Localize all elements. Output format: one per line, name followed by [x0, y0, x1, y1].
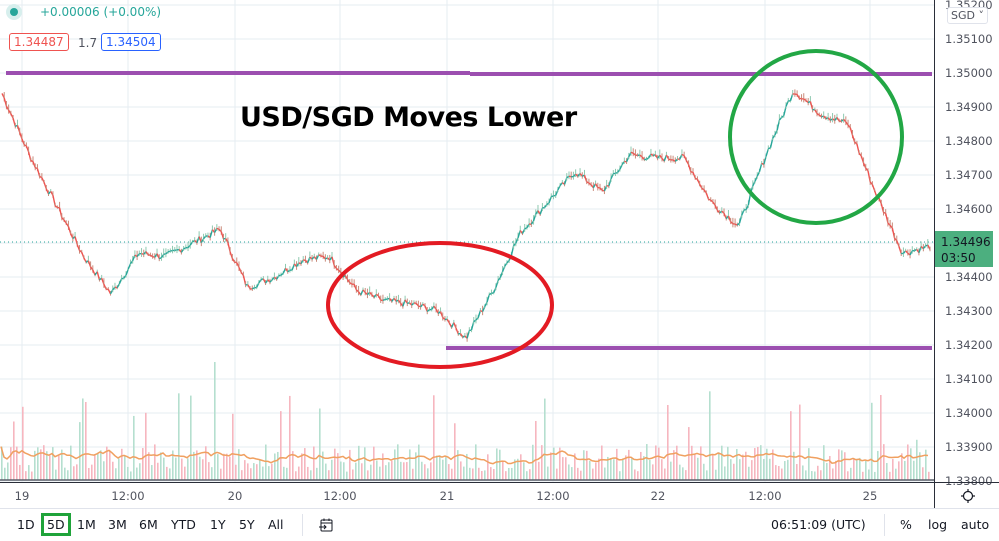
price-axis-label: 1.34400 — [945, 270, 993, 284]
auto-scale-toggle[interactable]: auto — [961, 517, 989, 532]
price-axis-label: 1.35100 — [945, 32, 993, 46]
chart-settings-button[interactable] — [934, 482, 999, 509]
price-axis-label: 1.34700 — [945, 168, 993, 182]
bar-countdown: 03:50 — [941, 250, 993, 266]
range-all-button[interactable]: All — [268, 517, 284, 532]
price-axis-label: 1.33900 — [945, 440, 993, 454]
green-circle-annotation — [730, 51, 902, 223]
chart-annotation-title: USD/SGD Moves Lower — [240, 102, 577, 133]
time-axis-label: 22 — [651, 489, 666, 503]
volume-bars — [0, 362, 934, 480]
red-ellipse-annotation — [328, 243, 552, 367]
price-axis-label: 1.34200 — [945, 338, 993, 352]
chart-pane[interactable]: +0.00006 (+0.00%) 1.34487 1.7 1.34504 US… — [0, 0, 934, 482]
toolbar-divider — [302, 514, 303, 536]
price-axis-label: 1.34000 — [945, 406, 993, 420]
range-3m-button[interactable]: 3M — [108, 517, 127, 532]
range-5d-button[interactable]: 5D — [45, 517, 67, 532]
market-status-icon — [10, 8, 18, 16]
last-price-value: 1.34496 — [941, 234, 993, 250]
range-ytd-button[interactable]: YTD — [171, 517, 196, 532]
price-axis-label: 1.34100 — [945, 372, 993, 386]
range-1y-button[interactable]: 1Y — [210, 517, 226, 532]
gear-icon — [960, 488, 976, 504]
price-axis-label: 1.34600 — [945, 202, 993, 216]
price-axis-label: 1.34300 — [945, 304, 993, 318]
time-axis[interactable]: 19 12:00 20 12:00 21 12:00 22 12:00 25 — [0, 482, 934, 509]
price-axis-label: 1.35000 — [945, 66, 993, 80]
volume-moving-average — [1, 447, 928, 464]
time-axis-label: 25 — [863, 489, 878, 503]
time-axis-label: 12:00 — [748, 489, 781, 503]
percent-scale-toggle[interactable]: % — [900, 517, 912, 532]
bid-price-button[interactable]: 1.34487 — [9, 33, 69, 51]
bottom-toolbar: 1D 5D 1M 3M 6M YTD 1Y 5Y All 06:51:09 (U… — [0, 508, 999, 541]
last-price-tag: 1.34496 03:50 — [935, 231, 993, 267]
utc-clock[interactable]: 06:51:09 (UTC) — [771, 517, 866, 532]
calendar-goto-icon — [318, 517, 334, 533]
range-1m-button[interactable]: 1M — [77, 517, 96, 532]
price-axis-label: 1.34800 — [945, 134, 993, 148]
spread-value: 1.7 — [78, 36, 97, 50]
range-1d-button[interactable]: 1D — [17, 517, 35, 532]
price-change: +0.00006 (+0.00%) — [40, 5, 161, 19]
log-scale-toggle[interactable]: log — [928, 517, 947, 532]
time-axis-label: 12:00 — [111, 489, 144, 503]
time-axis-label: 20 — [228, 489, 243, 503]
range-5y-button[interactable]: 5Y — [239, 517, 255, 532]
go-to-date-button[interactable] — [318, 517, 334, 537]
range-6m-button[interactable]: 6M — [139, 517, 158, 532]
price-axis-label: 1.34900 — [945, 100, 993, 114]
currency-dropdown[interactable]: SGD ˅ — [947, 7, 988, 24]
ask-price-button[interactable]: 1.34504 — [101, 33, 161, 51]
price-chart — [0, 0, 934, 482]
time-axis-label: 12:00 — [323, 489, 356, 503]
time-axis-label: 12:00 — [536, 489, 569, 503]
toolbar-divider — [884, 514, 885, 536]
time-axis-label: 21 — [440, 489, 455, 503]
time-axis-label: 19 — [15, 489, 30, 503]
